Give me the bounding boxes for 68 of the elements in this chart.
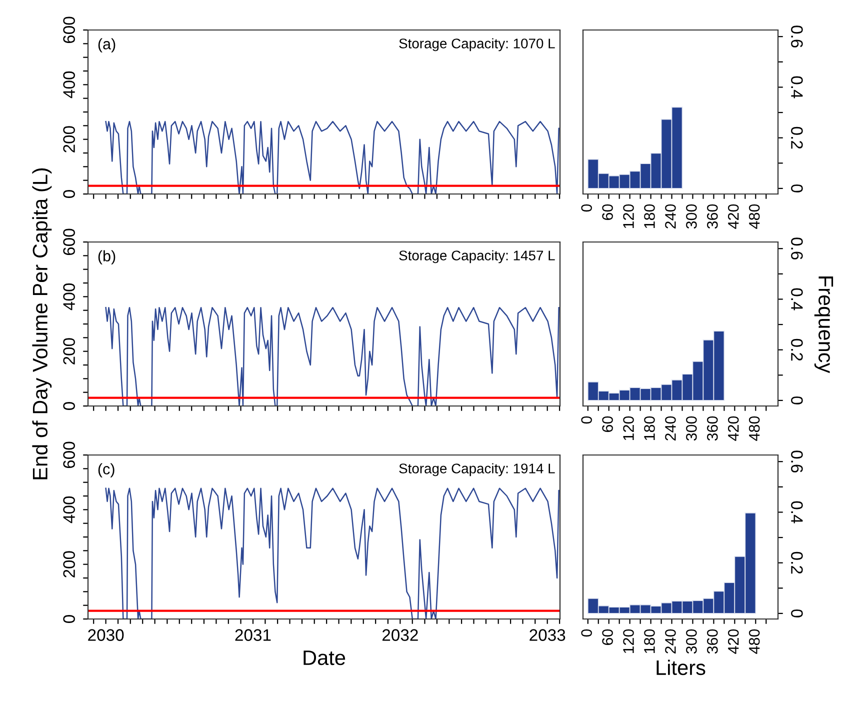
y-tick-label: 0 [791,184,803,192]
y-tick-label: 0.2 [791,338,803,361]
line-series [105,306,560,406]
x-axis-title: Date [304,650,346,666]
y-tick-label: 0 [63,190,75,198]
x-tick-label: 480 [748,204,760,229]
y-tick-label: 0.2 [791,126,803,149]
x-tick-label: 240 [665,629,676,654]
x-tick-label: 240 [665,416,676,440]
x-tick-label: 120 [623,416,634,440]
y-tick-label: 0.4 [791,501,803,524]
annotation: Storage Capacity: 1914 L [399,463,555,476]
y-tick-label: 400 [63,283,75,310]
y-tick-label: 0 [63,615,75,623]
x-tick-label: 60 [602,629,613,645]
x-tick-label: 300 [686,416,697,441]
x-tick-label: 180 [644,416,655,440]
annotation: Storage Capacity: 1457 L [399,250,555,264]
y-tick-label: 600 [63,16,75,44]
y-tick-label: 0 [791,609,803,618]
x-tick-label: 180 [644,629,655,654]
y-tick-label: 0 [791,396,803,404]
x-tick-label: 300 [686,204,697,229]
y-tick-label: 200 [63,126,75,152]
y-tick-label: 200 [63,338,75,364]
x-tick-label: 2032 [382,629,418,641]
y-tick-label: 0.6 [791,238,803,260]
x-tick-label: 420 [728,204,739,229]
y-tick-label: 400 [63,496,75,524]
y-tick-label: 0 [63,402,75,410]
y-tick-label: 0.2 [791,552,803,574]
x-tick-label: 2030 [88,629,124,641]
x-tick-label: 120 [623,204,634,228]
y-axis-title: End of Day Volume Per Capita (L) [32,168,52,480]
annotation: Storage Capacity: 1070 L [399,38,555,52]
x-tick-label: 2031 [235,629,271,641]
annotation: (c) [98,463,114,478]
x-tick-label: 60 [602,416,613,432]
line-series [105,120,560,194]
y-tick-label: 200 [63,551,75,578]
y-tick-label: 600 [63,228,75,256]
x-tick-label: 60 [602,204,613,220]
x-tick-label: 360 [706,629,718,654]
y-axis-title: Frequency [814,276,834,374]
y-tick-label: 0.4 [791,76,803,98]
x-axis-title: Liters [656,660,706,676]
line-series [105,488,560,619]
y-tick-label: 0.6 [791,450,803,472]
y-tick-label: 0.6 [791,26,803,48]
y-tick-label: 400 [63,71,75,98]
y-tick-label: 600 [63,442,75,468]
x-tick-label: 360 [706,204,718,229]
y-tick-label: 0.4 [791,288,803,310]
x-tick-label: 0 [581,416,592,424]
x-tick-label: 0 [581,204,592,212]
x-tick-label: 180 [644,204,655,228]
x-tick-label: 480 [748,416,760,441]
x-tick-label: 420 [728,416,739,441]
annotation: (b) [98,250,116,264]
x-tick-label: 0 [581,629,592,637]
annotation: (a) [98,38,116,52]
x-tick-label: 120 [623,629,634,654]
x-tick-label: 480 [748,629,760,654]
x-tick-label: 420 [728,629,739,654]
x-tick-label: 300 [686,629,697,654]
x-tick-label: 360 [706,416,718,441]
x-tick-label: 2033 [530,629,566,641]
x-tick-label: 240 [665,204,676,228]
